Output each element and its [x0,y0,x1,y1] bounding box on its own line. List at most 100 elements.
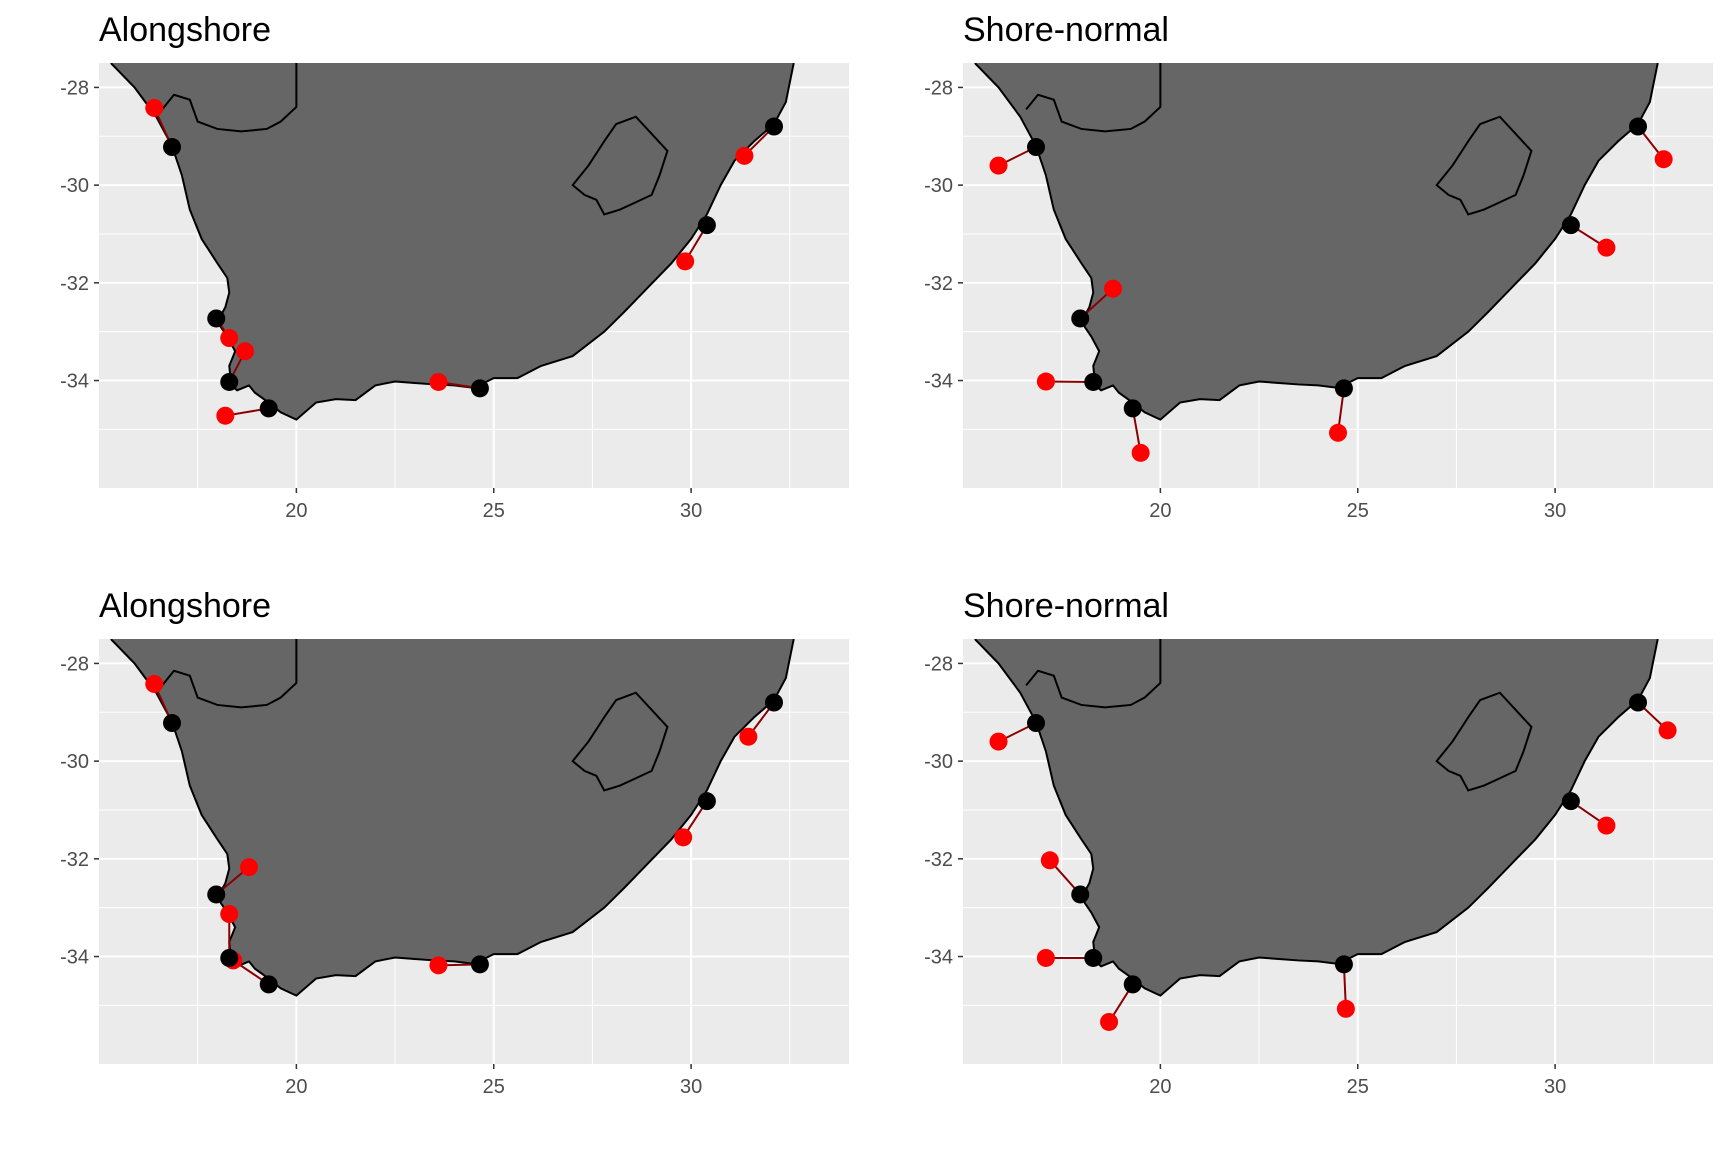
site-point [697,216,716,235]
site-point [765,117,783,136]
y-tick-label: -32 [60,849,89,871]
x-tick-label: 20 [285,1076,307,1098]
y-tick-label: -34 [60,371,89,393]
site-point [220,948,239,967]
land-fill [110,63,849,420]
x-tick-label: 25 [483,500,505,522]
site-point [470,955,489,974]
displaced-point [989,156,1008,175]
panel-title: Shore-normal [963,11,1169,49]
site-point [1334,379,1353,398]
y-tick-label: -28 [60,653,89,675]
site-point [765,693,783,712]
displaced-point [145,98,164,117]
displaced-point [676,252,695,271]
site-point [259,975,278,994]
x-tick-label: 25 [1347,1076,1369,1098]
y-tick-label: -32 [924,849,953,871]
displaced-point [429,372,448,391]
y-tick-label: -34 [924,371,953,393]
lesotho-outline [571,691,669,792]
displaced-point [1658,721,1677,740]
marks [989,693,1677,1031]
site-point [207,309,226,328]
coastline [974,639,1659,997]
panel-3: Alongshore 20 25 30 -28 -30 -32 -34 [60,587,849,1098]
map-layer [974,63,1713,421]
displaced-point [1036,948,1055,967]
site-point [1071,309,1090,328]
displaced-point [1131,443,1150,462]
x-tick-label: 30 [1544,500,1566,522]
lesotho-outline [1435,691,1533,792]
panel-4: Shore-normal 20 25 30 -28 -30 -32 -34 [924,587,1713,1098]
y-tick-label: -30 [924,175,953,197]
site-point [697,792,716,811]
y-tick-label: -28 [924,77,953,99]
x-tick-label: 30 [680,1076,702,1098]
displaced-point [216,406,235,425]
y-tick-label: -32 [60,273,89,295]
site-point [1123,975,1142,994]
site-point [1071,885,1090,904]
displaced-point [220,329,239,348]
displaced-point [735,146,754,165]
marks [145,674,783,994]
displaced-point [236,342,255,361]
border-line [1025,639,1162,709]
marks [145,98,783,425]
displaced-point [240,858,258,877]
site-point [1027,714,1046,733]
panel-1: Alongshore 20 25 30 -28 -30 -32 -34 [60,11,849,522]
land-fill [974,639,1713,996]
site-point [1561,792,1580,811]
site-point [1334,955,1353,974]
site-point [163,138,182,157]
border-line [1025,63,1162,133]
panel-title: Alongshore [99,587,271,625]
site-point [1084,372,1103,391]
map-layer [974,639,1713,997]
displaced-point [1597,816,1616,835]
x-tick-label: 20 [1149,500,1171,522]
coastline [110,63,795,421]
displaced-point [989,732,1008,751]
site-point [1629,117,1647,136]
displaced-point [739,727,758,746]
lesotho-outline [571,115,669,216]
y-tick-label: -30 [60,175,89,197]
y-tick-label: -28 [60,77,89,99]
site-point [1084,948,1103,967]
x-tick-label: 30 [680,500,702,522]
x-tick-label: 30 [1544,1076,1566,1098]
lesotho-outline [1435,115,1533,216]
x-tick-label: 25 [483,1076,505,1098]
site-point [1027,138,1046,157]
panel-2: Shore-normal 20 25 30 -28 -30 -32 -34 [924,11,1713,522]
y-tick-label: -28 [924,653,953,675]
displaced-point [145,674,164,693]
y-tick-label: -34 [924,947,953,969]
displaced-point [674,828,693,847]
x-tick-label: 20 [285,500,307,522]
panel-title: Shore-normal [963,587,1169,625]
site-point [1561,216,1580,235]
displaced-point [429,956,448,975]
displaced-point [1336,999,1355,1018]
panel-title: Alongshore [99,11,271,49]
land-fill [110,639,849,996]
site-point [163,714,182,733]
map-layer [110,63,849,421]
site-point [1629,693,1647,712]
border-line [161,63,298,133]
marks [989,117,1673,462]
site-point [259,399,278,418]
displaced-point [1100,1012,1119,1031]
displaced-point [1597,238,1616,257]
displaced-point [1329,423,1347,442]
y-tick-label: -30 [60,751,89,773]
y-tick-label: -32 [924,273,953,295]
site-point [207,885,226,904]
x-tick-label: 20 [1149,1076,1171,1098]
